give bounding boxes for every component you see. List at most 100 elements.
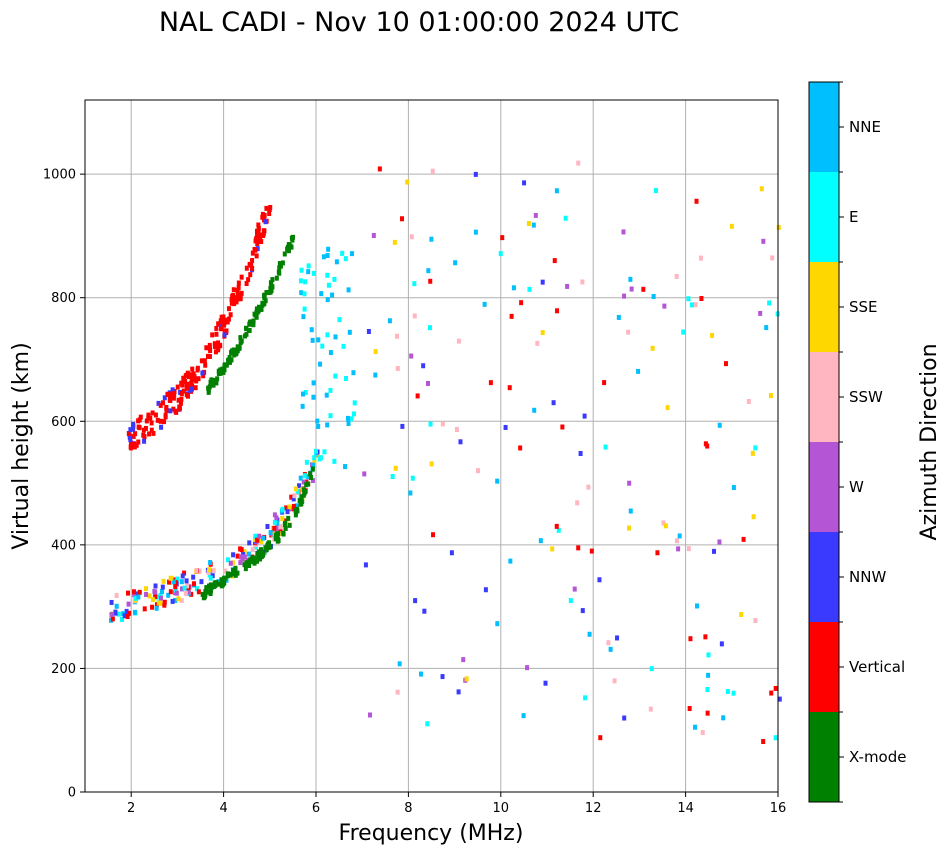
data-point <box>263 298 268 304</box>
data-point <box>173 584 178 590</box>
data-point <box>221 369 226 375</box>
data-point <box>173 587 178 593</box>
colorbar-segment <box>809 172 839 262</box>
data-point <box>231 292 236 298</box>
data-point <box>303 389 308 395</box>
data-point <box>253 247 258 253</box>
data-point <box>300 391 305 397</box>
data-point <box>250 547 255 553</box>
data-point <box>641 286 646 292</box>
data-point <box>328 413 333 419</box>
data-point <box>179 579 184 585</box>
data-point <box>132 592 137 598</box>
data-point <box>177 405 182 411</box>
data-point <box>284 505 289 511</box>
data-point <box>230 350 235 356</box>
data-point <box>488 380 493 386</box>
data-point <box>498 251 503 257</box>
data-point <box>247 540 252 546</box>
data-point <box>568 598 573 604</box>
data-point <box>141 432 146 438</box>
data-point <box>298 501 303 507</box>
data-point <box>156 600 161 606</box>
data-point <box>397 661 402 667</box>
data-point <box>225 571 230 577</box>
data-point <box>276 538 281 544</box>
data-point <box>399 216 404 222</box>
x-axis-label: Frequency (MHz) <box>339 821 524 846</box>
data-point <box>337 317 342 323</box>
data-point <box>239 290 244 296</box>
data-point <box>243 566 248 572</box>
data-point <box>255 309 260 315</box>
data-point <box>189 375 194 381</box>
data-point <box>153 593 158 599</box>
data-point <box>343 464 348 470</box>
data-point <box>602 380 607 386</box>
data-point <box>392 239 397 245</box>
colorbar-segment <box>809 532 839 622</box>
data-point <box>693 302 698 308</box>
x-tick-label: 4 <box>219 801 227 816</box>
data-point <box>162 395 167 401</box>
data-point <box>229 300 234 306</box>
data-point <box>769 690 774 696</box>
data-point <box>698 255 703 261</box>
data-point <box>204 345 209 351</box>
data-point <box>538 538 543 544</box>
data-point <box>166 392 171 398</box>
data-point <box>126 601 131 607</box>
data-point <box>302 306 307 312</box>
data-point <box>189 372 194 378</box>
data-point <box>431 532 436 538</box>
data-point <box>705 443 710 449</box>
data-point <box>711 548 716 554</box>
data-point <box>168 575 173 581</box>
data-point <box>363 562 368 568</box>
data-point <box>311 270 316 276</box>
data-point <box>311 394 316 400</box>
data-point <box>461 657 466 663</box>
data-point <box>267 210 272 216</box>
data-point <box>204 586 209 592</box>
data-point <box>110 616 115 622</box>
data-point <box>299 498 304 504</box>
data-point <box>316 337 321 343</box>
data-point <box>308 474 313 480</box>
data-point <box>761 238 766 244</box>
data-point <box>304 459 309 465</box>
data-point <box>166 592 171 598</box>
data-point <box>761 739 766 745</box>
data-point <box>362 471 367 477</box>
data-point <box>475 468 480 474</box>
data-point <box>346 420 351 426</box>
data-point <box>244 325 249 331</box>
data-point <box>238 554 243 560</box>
data-point <box>298 475 303 481</box>
data-point <box>286 242 291 248</box>
data-point <box>144 592 149 598</box>
data-point <box>316 423 321 429</box>
data-point <box>211 568 216 574</box>
data-point <box>275 520 280 526</box>
data-point <box>322 449 327 455</box>
data-point <box>681 329 686 335</box>
data-point <box>251 559 256 565</box>
data-point <box>110 611 115 617</box>
data-point <box>199 579 204 585</box>
data-point <box>278 524 283 530</box>
data-point <box>597 577 602 583</box>
plot-area <box>85 100 778 792</box>
data-point <box>251 319 256 325</box>
data-point <box>170 598 175 604</box>
data-point <box>373 372 378 378</box>
data-point <box>262 292 267 298</box>
data-point <box>706 672 711 678</box>
data-point <box>655 550 660 556</box>
data-point <box>341 343 346 349</box>
data-point <box>473 171 478 177</box>
data-point <box>264 547 269 553</box>
data-point <box>159 588 164 594</box>
data-point <box>179 391 184 397</box>
data-point <box>147 431 152 437</box>
